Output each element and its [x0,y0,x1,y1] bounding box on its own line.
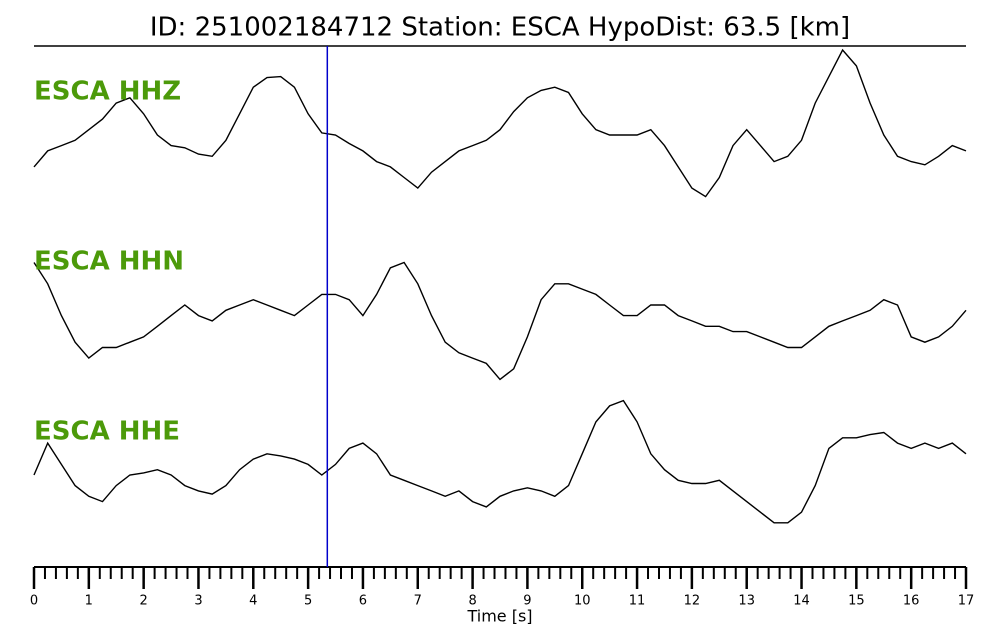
channel-label: ESCA HHE [34,417,180,447]
x-tick-label: 11 [629,594,646,609]
channel-label: ESCA HHZ [34,77,181,107]
x-tick-label: 12 [684,594,701,609]
waveform [33,399,967,524]
channel-label: ESCA HHN [34,247,184,277]
x-tick-label: 15 [848,594,865,609]
waveform [33,261,967,381]
x-tick-label: 2 [140,594,148,609]
chart-title: ID: 251002184712 Station: ESCA HypoDist:… [150,13,850,43]
x-tick-label: 14 [793,594,810,609]
x-axis-label: Time [s] [466,607,532,626]
x-tick-label: 16 [903,594,920,609]
x-tick-label: 6 [359,594,367,609]
x-tick-label: 8 [468,594,476,609]
x-tick-label: 1 [85,594,93,609]
x-tick-label: 3 [194,594,202,609]
x-tick-label: 10 [574,594,591,609]
waveform [33,48,967,198]
x-tick-label: 4 [249,594,257,609]
x-tick-label: 9 [523,594,531,609]
x-tick-label: 17 [958,594,975,609]
x-tick-label: 7 [414,594,422,609]
x-tick-label: 0 [30,594,38,609]
x-tick-label: 13 [738,594,755,609]
x-tick-label: 5 [304,594,312,609]
